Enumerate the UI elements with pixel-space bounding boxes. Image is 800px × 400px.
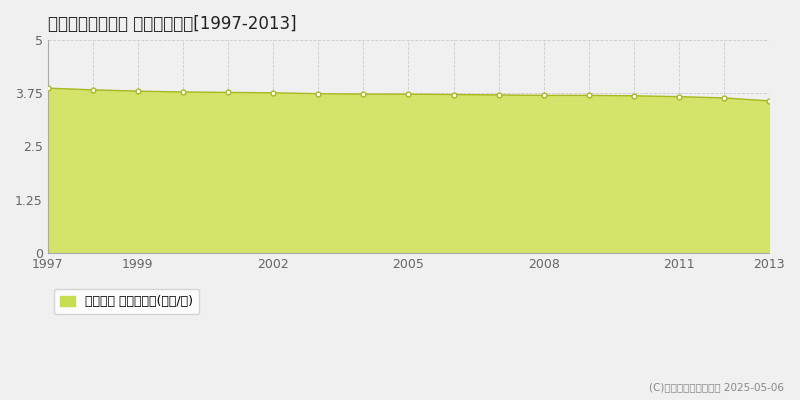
Legend: 基準地価 平均坪単価(万円/坪): 基準地価 平均坪単価(万円/坪) (54, 289, 199, 314)
Text: 久慈郡大子町頃藤 基準地価推移[1997-2013]: 久慈郡大子町頃藤 基準地価推移[1997-2013] (48, 15, 296, 33)
Text: (C)土地価格ドットコム 2025-05-06: (C)土地価格ドットコム 2025-05-06 (649, 382, 784, 392)
